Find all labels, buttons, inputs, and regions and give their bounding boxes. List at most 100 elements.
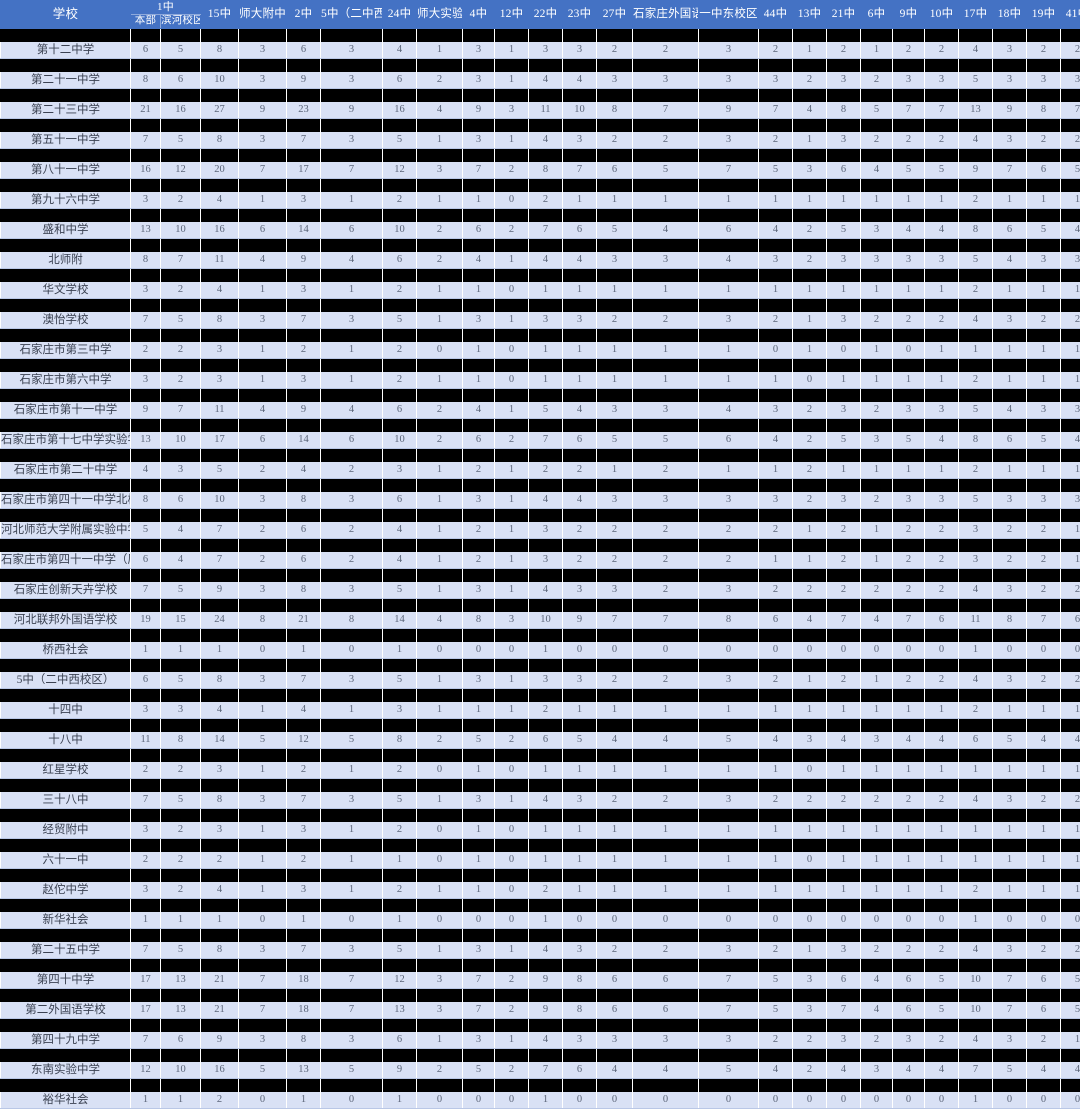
row-header-school[interactable]: 石家庄市第四十一中学（原赵洋） [1,552,131,569]
table-cell[interactable]: 17 [201,432,239,449]
table-cell[interactable]: 2 [861,582,893,599]
table-cell[interactable]: 0 [633,912,699,929]
row-header-school[interactable]: 十四中 [1,702,131,719]
table-cell[interactable]: 3 [925,492,959,509]
table-cell[interactable]: 7 [959,1062,993,1079]
table-cell[interactable]: 1 [793,822,827,839]
table-cell[interactable]: 2 [793,1062,827,1079]
table-cell[interactable]: 12 [161,162,201,179]
table-cell[interactable]: 2 [1027,132,1061,149]
table-cell[interactable]: 1 [633,702,699,719]
table-cell[interactable]: 1 [201,912,239,929]
table-cell[interactable]: 9 [287,252,321,269]
table-cell[interactable]: 3 [925,252,959,269]
table-cell[interactable]: 1 [1027,882,1061,899]
table-cell[interactable]: 2 [959,702,993,719]
column-header-4[interactable]: 24中 [383,1,417,29]
table-cell[interactable]: 1 [959,342,993,359]
table-cell[interactable]: 27 [201,102,239,119]
table-cell[interactable]: 5 [161,792,201,809]
table-cell[interactable]: 4 [993,402,1027,419]
table-cell[interactable]: 3 [131,192,161,209]
table-cell[interactable]: 1 [699,852,759,869]
table-cell[interactable]: 2 [495,162,529,179]
table-cell[interactable]: 3 [239,492,287,509]
table-row[interactable]: 第二十三中学2116279239164931110879748577139873… [1,102,1080,119]
table-cell[interactable]: 1 [1061,882,1080,899]
table-cell[interactable]: 21 [201,1002,239,1019]
table-cell[interactable]: 18 [287,1002,321,1019]
table-cell[interactable]: 3 [417,972,463,989]
table-cell[interactable]: 4 [699,252,759,269]
row-header-school[interactable]: 石家庄市第三中学 [1,342,131,359]
table-cell[interactable]: 1 [861,702,893,719]
table-cell[interactable]: 6 [827,972,861,989]
table-cell[interactable]: 3 [321,792,383,809]
table-cell[interactable]: 9 [463,102,495,119]
table-cell[interactable]: 3 [633,492,699,509]
table-row[interactable]: 第八十一中学161220717712372876575364559765234 [1,162,1080,179]
table-cell[interactable]: 1 [463,372,495,389]
table-cell[interactable]: 7 [759,102,793,119]
row-header-school[interactable]: 河北联邦外国语学校 [1,612,131,629]
table-cell[interactable]: 2 [861,1032,893,1049]
table-cell[interactable]: 5 [1061,972,1080,989]
table-cell[interactable]: 5 [239,732,287,749]
table-cell[interactable]: 0 [793,762,827,779]
table-row[interactable]: 第二十一中学86103936231443333232335333112 [1,72,1080,89]
table-cell[interactable]: 4 [861,162,893,179]
table-cell[interactable]: 4 [383,522,417,539]
table-cell[interactable]: 11 [959,612,993,629]
table-cell[interactable]: 3 [993,672,1027,689]
table-cell[interactable]: 3 [861,1062,893,1079]
table-cell[interactable]: 5 [633,162,699,179]
table-cell[interactable]: 24 [201,612,239,629]
table-cell[interactable]: 7 [1061,102,1080,119]
table-cell[interactable]: 0 [495,282,529,299]
table-cell[interactable]: 3 [597,492,633,509]
table-cell[interactable]: 3 [827,72,861,89]
table-cell[interactable]: 3 [1061,402,1080,419]
column-header-10[interactable]: 27中 [597,1,633,29]
table-cell[interactable]: 1 [827,372,861,389]
table-cell[interactable]: 2 [827,552,861,569]
table-cell[interactable]: 1 [759,552,793,569]
table-cell[interactable]: 2 [287,852,321,869]
table-cell[interactable]: 9 [529,972,563,989]
table-cell[interactable]: 4 [417,102,463,119]
table-cell[interactable]: 3 [1061,252,1080,269]
row-header-school[interactable]: 三十八中 [1,792,131,809]
table-cell[interactable]: 3 [893,402,925,419]
table-cell[interactable]: 2 [1061,132,1080,149]
table-cell[interactable]: 4 [383,552,417,569]
table-cell[interactable]: 7 [131,792,161,809]
table-cell[interactable]: 3 [699,582,759,599]
table-cell[interactable]: 2 [417,432,463,449]
table-cell[interactable]: 2 [861,942,893,959]
table-cell[interactable]: 3 [321,1032,383,1049]
table-cell[interactable]: 0 [827,342,861,359]
table-cell[interactable]: 14 [383,612,417,629]
table-cell[interactable]: 10 [161,1062,201,1079]
table-cell[interactable]: 1 [495,132,529,149]
table-cell[interactable]: 8 [529,162,563,179]
table-cell[interactable]: 0 [495,372,529,389]
table-cell[interactable]: 5 [959,492,993,509]
row-header-school[interactable]: 第五十一中学 [1,132,131,149]
table-cell[interactable]: 7 [893,102,925,119]
table-cell[interactable]: 0 [1061,912,1080,929]
table-cell[interactable]: 1 [529,912,563,929]
table-cell[interactable]: 1 [993,462,1027,479]
row-header-school[interactable]: 石家庄市第十一中学 [1,402,131,419]
table-cell[interactable]: 10 [161,222,201,239]
table-cell[interactable]: 11 [201,402,239,419]
row-header-school[interactable]: 新华社会 [1,912,131,929]
table-row[interactable]: 新华社会1110101000100000000001000000 [1,912,1080,929]
table-cell[interactable]: 4 [529,1032,563,1049]
table-cell[interactable]: 2 [699,552,759,569]
table-cell[interactable]: 2 [161,192,201,209]
table-cell[interactable]: 3 [131,882,161,899]
table-cell[interactable]: 3 [321,672,383,689]
table-cell[interactable]: 1 [759,282,793,299]
row-header-school[interactable]: 第二十三中学 [1,102,131,119]
